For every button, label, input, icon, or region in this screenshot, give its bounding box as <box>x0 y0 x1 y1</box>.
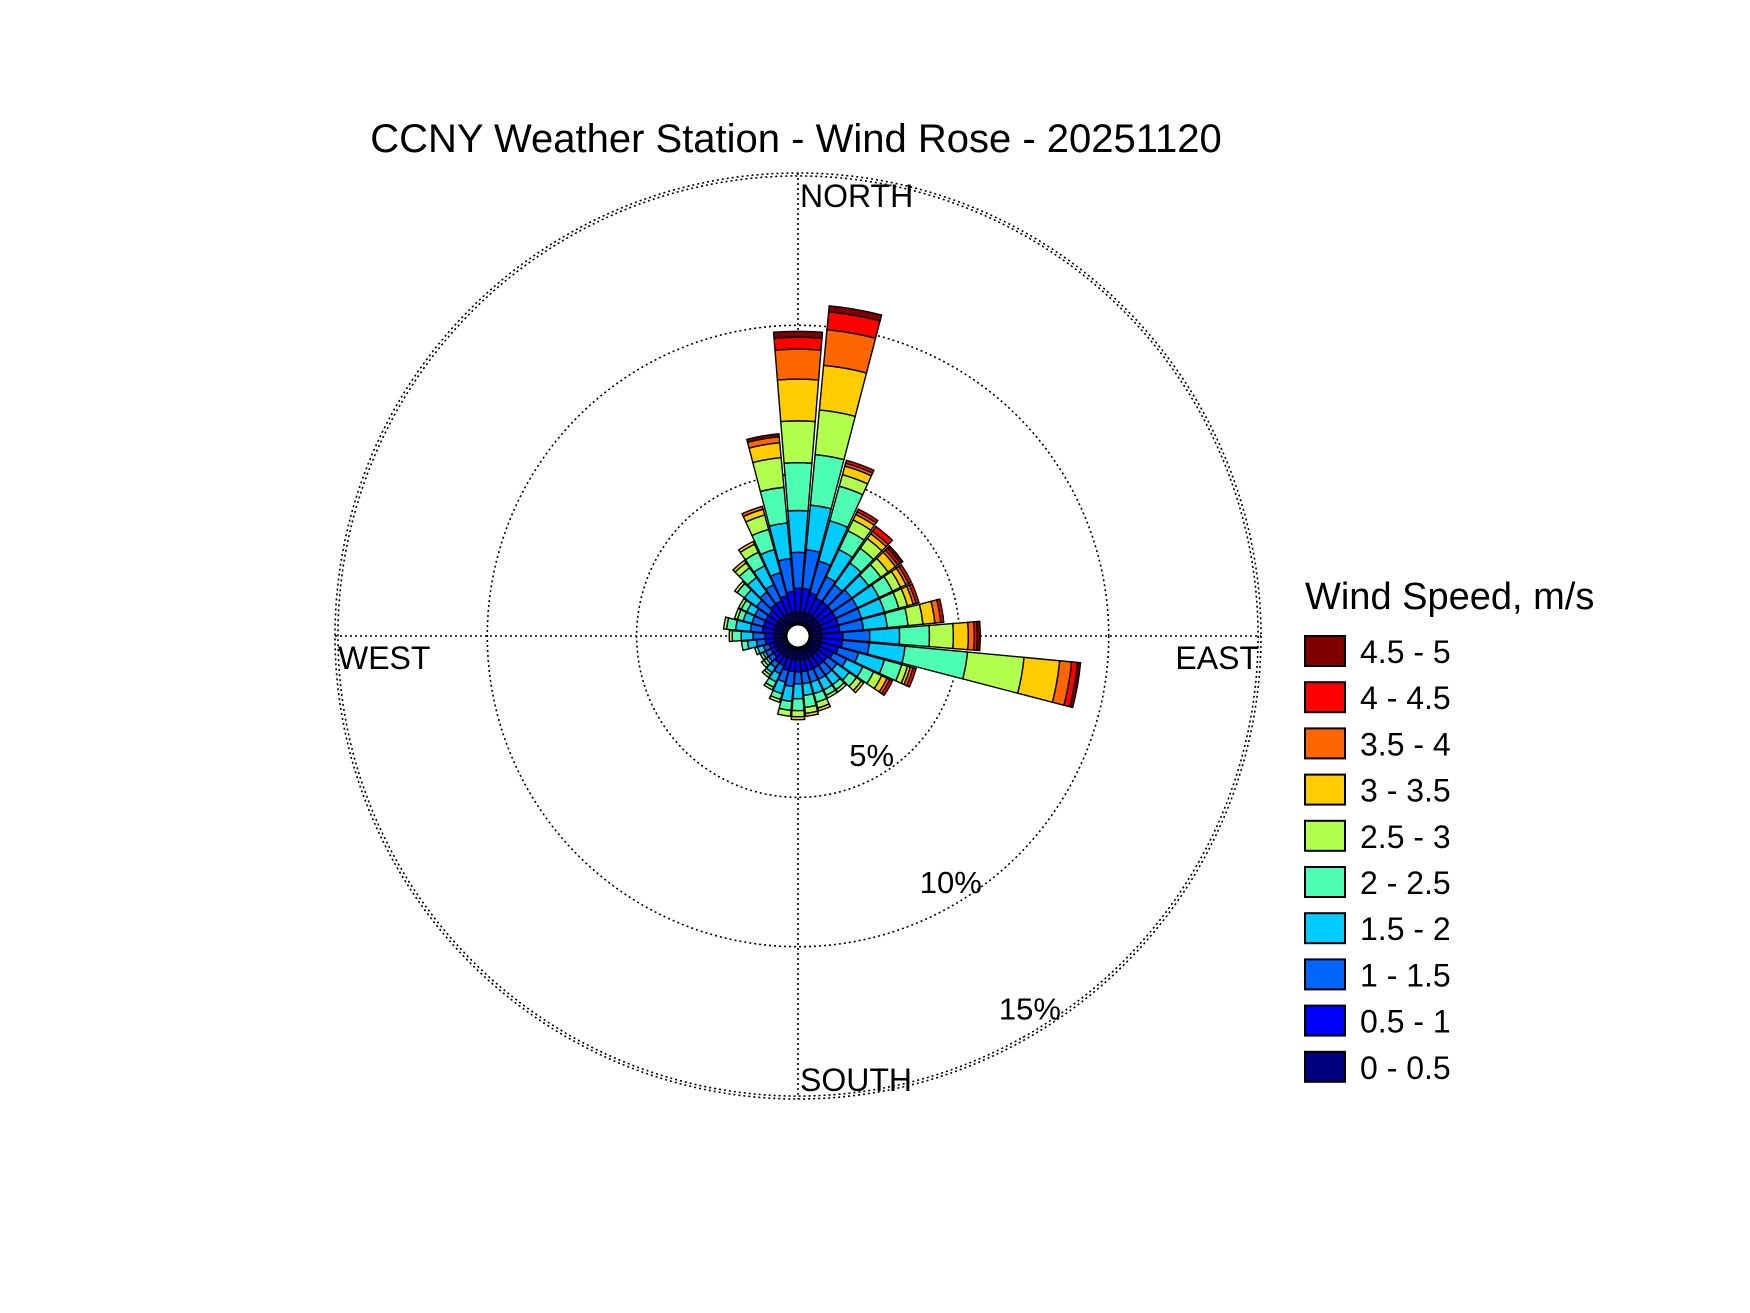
legend-label-6: 1.5 - 2 <box>1360 911 1451 947</box>
center-hole <box>784 622 812 650</box>
wedge-40-bin-8 <box>871 525 894 546</box>
wedge-140-bin-5 <box>835 681 848 694</box>
wedge-160-bin-6 <box>816 703 832 712</box>
wedge-220-bin-5 <box>761 669 772 679</box>
legend-swatch-6 <box>1304 912 1346 945</box>
wedge-90-bin-3 <box>868 627 901 645</box>
legend-swatch-2 <box>1304 727 1346 760</box>
wedge-10-bin-9 <box>827 305 883 322</box>
legend-swatch-8 <box>1304 1004 1346 1037</box>
wedge-0-bin-9 <box>772 330 824 339</box>
wedge-290-bin-5 <box>733 607 742 621</box>
compass-label-south: SOUTH <box>800 1062 912 1098</box>
wedge-90-bin-5 <box>928 622 955 650</box>
grid-ring-15 <box>337 175 1259 1097</box>
compass-label-east: EAST <box>1175 640 1259 676</box>
wedge-90-bin-4 <box>898 624 931 648</box>
wedge-190-bin-5 <box>776 707 792 718</box>
wedge-90-bin-6 <box>952 621 970 651</box>
legend-label-1: 4 - 4.5 <box>1360 680 1451 716</box>
legend-swatch-5 <box>1304 866 1346 898</box>
legend-swatch-3 <box>1304 773 1346 806</box>
legend-label-5: 2 - 2.5 <box>1360 865 1451 901</box>
wedge-100-bin-9 <box>1068 661 1082 709</box>
wedge-0-bin-5 <box>779 420 817 465</box>
wedge-180-bin-4 <box>791 697 805 712</box>
wedge-270-bin-3 <box>740 630 755 642</box>
legend-label-3: 3 - 3.5 <box>1360 773 1451 809</box>
wedge-270-bin-2 <box>752 631 766 641</box>
wedge-0-bin-3 <box>787 509 809 554</box>
wedge-0-bin-4 <box>783 461 813 512</box>
wedge-90-bin-9 <box>975 620 981 652</box>
grid-ring-10 <box>486 324 1110 948</box>
wedge-230-bin-5 <box>760 659 770 669</box>
legend-label-8: 0.5 - 1 <box>1360 1004 1451 1040</box>
wedge-180-bin-6 <box>790 715 806 721</box>
wedge-280-bin-5 <box>722 616 730 631</box>
wedge-180-bin-2 <box>793 671 803 685</box>
compass-axes <box>335 173 1261 1099</box>
wedge-70-bin-8 <box>908 582 920 605</box>
wedge-340-bin-7 <box>741 505 764 518</box>
wedge-310-bin-5 <box>733 580 746 594</box>
legend-swatch-1 <box>1304 681 1346 714</box>
wedge-0-bin-8 <box>773 336 823 351</box>
ring-label-15: 15% <box>999 992 1061 1027</box>
wedge-330-bin-6 <box>737 540 756 554</box>
legend-label-4: 2.5 - 3 <box>1360 819 1451 855</box>
wedge-120-bin-8 <box>880 678 894 697</box>
wedge-350-bin-9 <box>745 432 780 444</box>
wedge-0-bin-6 <box>776 378 820 423</box>
wind-sectors <box>722 305 1082 721</box>
wedge-350-bin-5 <box>751 456 785 493</box>
wedge-200-bin-5 <box>768 694 782 704</box>
wedge-20-bin-8 <box>844 459 875 474</box>
wedge-60-bin-8 <box>897 563 913 585</box>
wedge-210-bin-5 <box>763 681 775 691</box>
legend-label-2: 3.5 - 4 <box>1360 726 1451 762</box>
legend-swatch-9 <box>1304 1050 1346 1083</box>
legend-swatch-0 <box>1304 635 1346 667</box>
wedge-30-bin-8 <box>856 508 879 524</box>
wedge-80-bin-8 <box>935 598 945 624</box>
wedge-110-bin-8 <box>905 666 917 688</box>
compass-label-north: NORTH <box>800 178 913 214</box>
wedge-270-bin-4 <box>731 629 743 643</box>
wedge-320-bin-6 <box>731 559 748 574</box>
wedge-10-bin-5 <box>814 409 857 461</box>
legend-title: Wind Speed, m/s <box>1305 576 1594 618</box>
ring-label-10: 10% <box>920 865 982 900</box>
legend-label-0: 4.5 - 5 <box>1360 634 1451 670</box>
legend-label-7: 1 - 1.5 <box>1360 957 1451 993</box>
compass-label-west: WEST <box>338 640 430 676</box>
legend-label-9: 0 - 0.5 <box>1360 1050 1451 1086</box>
wedge-180-bin-3 <box>792 682 804 700</box>
wedge-180-bin-5 <box>790 709 806 718</box>
legend: Wind Speed, m/s 4.5 - 5 4 - 4.5 3.5 - 4 3 -… <box>1304 576 1594 1086</box>
wedge-130-bin-6 <box>852 680 865 694</box>
legend-swatch-7 <box>1304 958 1346 991</box>
wedge-150-bin-5 <box>825 689 839 700</box>
wedge-50-bin-9 <box>886 544 904 565</box>
wedge-100-bin-5 <box>961 651 1025 695</box>
radial-tick-labels: 5% 10% 15% <box>849 738 1061 1026</box>
ring-label-5: 5% <box>849 738 894 773</box>
wedge-300-bin-5 <box>737 597 748 611</box>
wedge-170-bin-6 <box>804 710 820 718</box>
wedge-260-bin-4 <box>740 640 750 652</box>
legend-swatch-4 <box>1304 819 1346 852</box>
wedge-10-bin-6 <box>818 364 868 418</box>
wedge-270-bin-5 <box>728 629 734 643</box>
wedge-0-bin-7 <box>774 348 822 381</box>
chart-title: CCNY Weather Station - Wind Rose - 20251… <box>370 117 1222 161</box>
